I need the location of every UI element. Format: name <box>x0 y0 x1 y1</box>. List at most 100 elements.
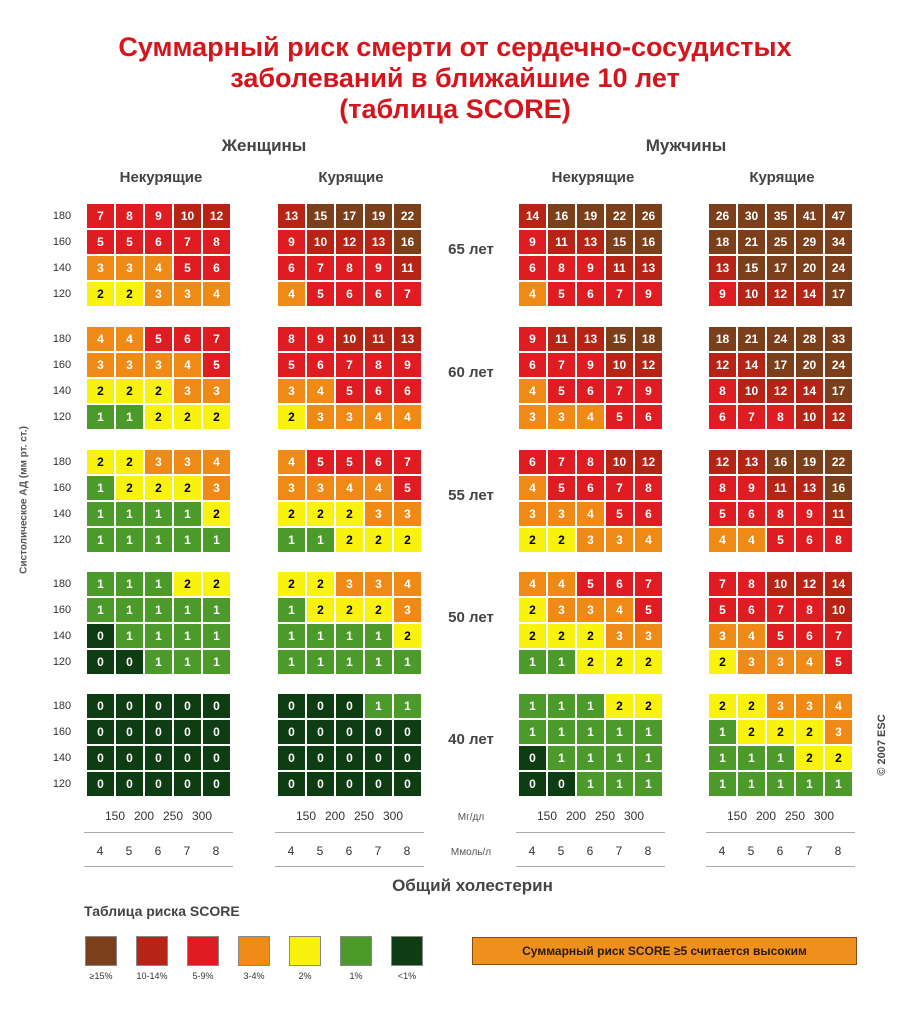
heatmap-cell: 2 <box>634 649 663 675</box>
heatmap-cell: 12 <box>824 404 853 430</box>
heatmap-cell: 2 <box>306 571 335 597</box>
mmol-tick-label: 4 <box>528 844 536 858</box>
heatmap-cell: 2 <box>605 649 634 675</box>
heatmap-cell: 6 <box>202 255 231 281</box>
heatmap-cell: 9 <box>277 229 306 255</box>
heatmap-cell: 1 <box>144 527 173 553</box>
heatmap-cell: 8 <box>202 229 231 255</box>
bp-tick-label: 140 <box>52 752 72 764</box>
heatmap-cell: 0 <box>86 719 115 745</box>
heatmap-cell: 6 <box>576 475 605 501</box>
heatmap-cell: 2 <box>824 745 853 771</box>
heatmap-cell: 2 <box>306 597 335 623</box>
heatmap-cell: 3 <box>144 449 173 475</box>
heatmap-cell: 10 <box>795 404 824 430</box>
heatmap-cell: 0 <box>202 719 231 745</box>
heatmap-cell: 26 <box>634 203 663 229</box>
mmol-tick-label: 4 <box>96 844 104 858</box>
mg-tick-row: 150 200 250 300 <box>86 805 231 827</box>
legend-swatch <box>340 936 372 966</box>
heatmap-cell: 7 <box>393 449 422 475</box>
heatmap-cell: 1 <box>518 693 547 719</box>
heatmap-cell: 1 <box>173 623 202 649</box>
heatmap-cell: 0 <box>306 771 335 797</box>
heatmap-cell: 2 <box>547 623 576 649</box>
heatmap-cell: 6 <box>634 501 663 527</box>
heatmap-cell: 10 <box>824 597 853 623</box>
mg-tick-label: 150 <box>536 809 558 823</box>
heatmap-cell: 3 <box>634 623 663 649</box>
mg-axis-line <box>516 832 665 833</box>
heatmap-panel: 12 13 16 19 22 8 9 11 13 16 5 6 8 9 11 4 4 5 6 8 <box>708 449 853 553</box>
heatmap-cell: 2 <box>737 719 766 745</box>
heatmap-cell: 13 <box>393 326 422 352</box>
heatmap-cell: 0 <box>364 745 393 771</box>
heatmap-cell: 1 <box>576 771 605 797</box>
mmol-axis-line <box>275 866 424 867</box>
heatmap-cell: 6 <box>393 378 422 404</box>
heatmap-cell: 11 <box>547 326 576 352</box>
legend-label: 10-14% <box>136 971 168 981</box>
legend-swatch <box>289 936 321 966</box>
heatmap-cell: 0 <box>115 719 144 745</box>
mmol-tick-label: 4 <box>718 844 726 858</box>
mmol-axis-line <box>84 866 233 867</box>
heatmap-panel: 7 8 9 10 12 5 5 6 7 8 3 3 4 5 6 2 2 3 3 4 <box>86 203 231 307</box>
heatmap-cell: 1 <box>144 597 173 623</box>
heatmap-cell: 24 <box>824 255 853 281</box>
bp-tick-label: 140 <box>52 630 72 642</box>
mg-tick-label: 200 <box>133 809 155 823</box>
heatmap-cell: 4 <box>335 475 364 501</box>
heatmap-cell: 6 <box>708 404 737 430</box>
bp-tick-label: 160 <box>52 604 72 616</box>
heatmap-cell: 3 <box>277 378 306 404</box>
heatmap-cell: 7 <box>824 623 853 649</box>
heatmap-cell: 5 <box>708 597 737 623</box>
heatmap-cell: 2 <box>393 527 422 553</box>
heatmap-cell: 6 <box>795 623 824 649</box>
heatmap-cell: 1 <box>115 527 144 553</box>
heatmap-cell: 1 <box>547 693 576 719</box>
heatmap-cell: 12 <box>766 281 795 307</box>
heatmap-cell: 0 <box>277 745 306 771</box>
heatmap-cell: 4 <box>605 597 634 623</box>
mg-tick-label: 300 <box>813 809 835 823</box>
heatmap-cell: 11 <box>766 475 795 501</box>
heatmap-cell: 4 <box>824 693 853 719</box>
heatmap-cell: 8 <box>277 326 306 352</box>
heatmap-cell: 1 <box>144 571 173 597</box>
mmol-tick-row: 4 5 6 7 8 <box>277 840 422 862</box>
mg-tick-label: 250 <box>594 809 616 823</box>
heatmap-cell: 9 <box>364 255 393 281</box>
heatmap-cell: 5 <box>766 527 795 553</box>
heatmap-cell: 34 <box>824 229 853 255</box>
heatmap-cell: 1 <box>766 771 795 797</box>
heatmap-cell: 5 <box>708 501 737 527</box>
mg-tick-label: 150 <box>726 809 748 823</box>
heatmap-cell: 1 <box>306 623 335 649</box>
heatmap-cell: 0 <box>86 745 115 771</box>
heatmap-cell: 14 <box>795 378 824 404</box>
mg-tick-label: 300 <box>623 809 645 823</box>
bp-tick-label: 120 <box>52 778 72 790</box>
heatmap-cell: 3 <box>335 404 364 430</box>
heatmap-cell: 35 <box>766 203 795 229</box>
chart-title: Суммарный риск смерти от сердечно-сосуди… <box>0 32 910 125</box>
heatmap-cell: 29 <box>795 229 824 255</box>
heatmap-cell: 3 <box>766 693 795 719</box>
heatmap-cell: 6 <box>576 281 605 307</box>
heatmap-cell: 2 <box>202 571 231 597</box>
heatmap-cell: 2 <box>202 501 231 527</box>
heatmap-cell: 1 <box>795 771 824 797</box>
legend-label: 3-4% <box>243 971 265 981</box>
heatmap-cell: 6 <box>364 378 393 404</box>
heatmap-cell: 1 <box>173 649 202 675</box>
heatmap-cell: 21 <box>737 229 766 255</box>
mg-tick-label: 150 <box>104 809 126 823</box>
heatmap-cell: 2 <box>173 475 202 501</box>
heatmap-cell: 1 <box>605 745 634 771</box>
heatmap-cell: 28 <box>795 326 824 352</box>
